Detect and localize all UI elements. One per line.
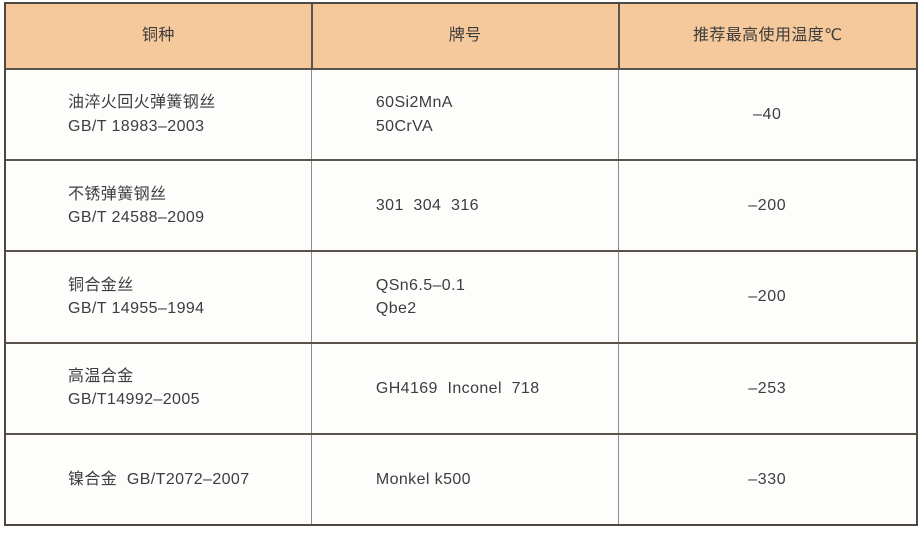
temp-cell: –40 [617, 70, 916, 160]
grade-cell: QSn6.5–0.1 Qbe2 [310, 252, 618, 342]
temp-value: –200 [748, 197, 787, 215]
material-cell: 铜合金丝 GB/T 14955–1994 [6, 252, 311, 341]
grade-cell: GH4169 Inconel 718 [310, 343, 618, 433]
temp-cell: –200 [617, 252, 916, 342]
table-row: 油淬火回火弹簧钢丝 GB/T 18983–2003 60Si2MnA 50CrV… [6, 68, 916, 160]
temp-value: –253 [748, 379, 787, 397]
spring-wire-spec-table: 铜种 牌号 推荐最高使用温度℃ 油淬火回火弹簧钢丝 GB/T 18983–200… [4, 2, 918, 526]
grade-line: 50CrVA [375, 117, 434, 135]
temp-value: –200 [748, 288, 787, 306]
grade-line: Qbe2 [375, 300, 417, 317]
header-cell-material: 铜种 [6, 4, 311, 68]
material-standard: GB/T 24588–2009 [68, 208, 205, 226]
material-standard: GB/T 14955–1994 [68, 300, 205, 317]
grade-line: GH4169 Inconel 718 [375, 379, 540, 397]
grade-line: 60Si2MnA [375, 94, 453, 112]
header-label-material: 铜种 [142, 27, 175, 45]
table-header-row: 铜种 牌号 推荐最高使用温度℃ [6, 4, 916, 68]
table-row: 高温合金 GB/T14992–2005 GH4169 Inconel 718 –… [6, 341, 916, 433]
temp-cell: –200 [617, 161, 916, 251]
header-label-grade: 牌号 [448, 27, 482, 45]
material-name: 不锈弹簧钢丝 [68, 185, 167, 203]
material-name: 高温合金 [68, 368, 134, 386]
grade-line: 301 304 316 [375, 197, 479, 215]
material-standard: GB/T 18983–2003 [68, 117, 205, 135]
grade-cell: 60Si2MnA 50CrVA [310, 70, 618, 160]
material-cell: 镍合金 GB/T2072–2007 [6, 435, 311, 524]
material-standard: GB/T14992–2005 [68, 391, 200, 409]
table-row: 铜合金丝 GB/T 14955–1994 QSn6.5–0.1 Qbe2 –20… [6, 250, 916, 342]
header-cell-max-temp: 推荐最高使用温度℃ [617, 4, 916, 68]
grade-cell: Monkel k500 [310, 434, 618, 525]
grade-line: Monkel k500 [375, 470, 471, 488]
material-cell: 不锈弹簧钢丝 GB/T 24588–2009 [6, 161, 311, 250]
material-cell: 油淬火回火弹簧钢丝 GB/T 18983–2003 [6, 70, 311, 159]
table-row: 镍合金 GB/T2072–2007 Monkel k500 –330 [6, 432, 916, 525]
table-row: 不锈弹簧钢丝 GB/T 24588–2009 301 304 316 –200 [6, 159, 916, 251]
temp-value: –330 [748, 470, 787, 488]
material-name: 油淬火回火弹簧钢丝 [68, 94, 216, 112]
grade-cell: 301 304 316 [310, 161, 618, 251]
temp-cell: –330 [617, 434, 916, 525]
material-name: 铜合金丝 [68, 276, 134, 294]
temp-cell: –253 [617, 343, 916, 433]
material-name: 镍合金 GB/T2072–2007 [68, 470, 250, 488]
material-cell: 高温合金 GB/T14992–2005 [6, 344, 311, 433]
header-label-max-temp: 推荐最高使用温度℃ [692, 27, 843, 45]
header-cell-grade: 牌号 [310, 4, 618, 68]
temp-value: –40 [752, 106, 782, 123]
grade-line: QSn6.5–0.1 [375, 276, 466, 294]
